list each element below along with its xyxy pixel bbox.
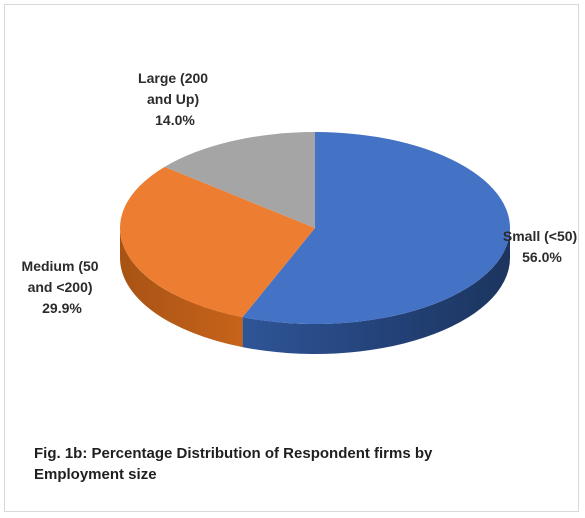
label-large: Large (200 and Up) 14.0% [138,70,212,128]
label-large-line-1: Large (200 [138,70,208,86]
label-small-line-2: 56.0% [522,249,562,265]
label-medium-line-1: Medium (50 [22,258,99,274]
label-large-line-3: 14.0% [155,112,195,128]
slice-medium [119,166,315,318]
figure-caption: Fig. 1b: Percentage Distribution of Resp… [34,443,554,485]
slice-side-medium [119,228,243,348]
label-medium: Medium (50 and <200) 29.9% [22,258,103,316]
slice-large [164,132,315,228]
label-medium-line-2: and <200) [28,279,93,295]
caption-line-2: Employment size [34,466,157,483]
label-small-line-1: Small (<50) [503,228,577,244]
label-medium-line-3: 29.9% [42,300,82,316]
slice-side-small [242,228,510,355]
pie-chart: Small (<50) 56.0% Medium (50 and <200) 2… [22,70,581,355]
slice-small [242,132,510,324]
label-large-line-2: and Up) [147,91,199,107]
label-small: Small (<50) 56.0% [503,228,581,265]
caption-line-1: Fig. 1b: Percentage Distribution of Resp… [34,445,433,462]
